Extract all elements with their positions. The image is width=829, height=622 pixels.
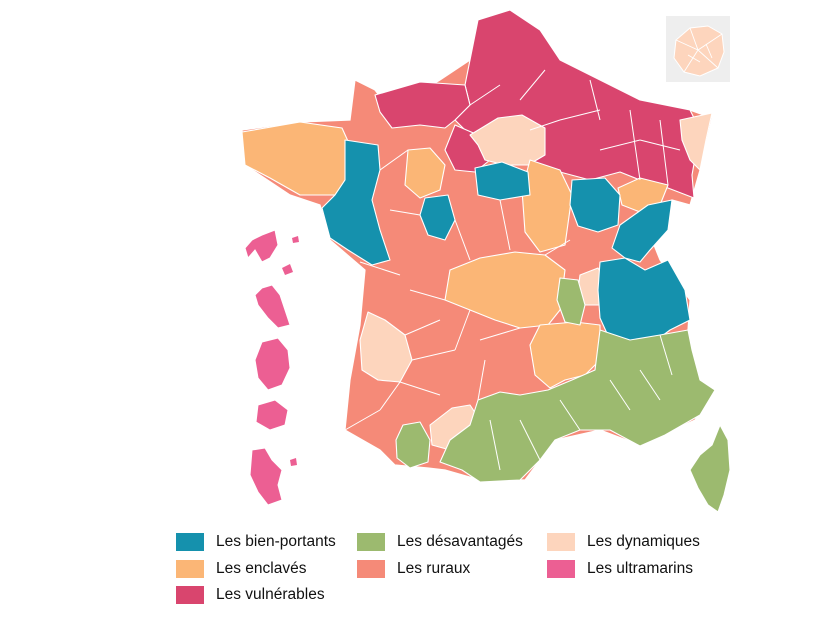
region-enclaves-brittany[interactable] <box>241 121 353 196</box>
paris-inset-borders <box>675 27 723 73</box>
region-enclaves-sarthe[interactable] <box>404 147 446 199</box>
region-enclaves-centre-east[interactable] <box>521 159 573 253</box>
overseas-mayotte[interactable] <box>249 447 283 506</box>
overseas-martinique[interactable] <box>254 284 291 329</box>
region-bien-portants-franche-comte[interactable] <box>611 199 673 263</box>
department-borders <box>344 69 681 471</box>
region-desavantages-corsica[interactable] <box>689 424 731 513</box>
overseas-reunion[interactable] <box>255 399 289 431</box>
overseas-mayotte-islet[interactable] <box>290 458 297 466</box>
region-dynamiques-alsace[interactable] <box>679 112 713 171</box>
region-desavantages-aude[interactable] <box>395 421 431 469</box>
overseas-guyane[interactable] <box>254 337 291 391</box>
region-enclaves-massif[interactable] <box>444 251 566 329</box>
overseas-guadeloupe-islet2[interactable] <box>292 236 299 243</box>
region-bien-portants-bourgogne[interactable] <box>569 177 621 233</box>
overseas-guadeloupe[interactable] <box>244 229 279 263</box>
overseas-guadeloupe-islet[interactable] <box>282 264 293 275</box>
region-dynamiques-idf[interactable] <box>469 114 546 166</box>
region-enclaves-rhone-alpes[interactable] <box>529 321 601 389</box>
region-desavantages-ain[interactable] <box>556 277 586 326</box>
region-bien-portants-loiret[interactable] <box>474 161 531 201</box>
region-vulnerables-normandy[interactable] <box>374 81 471 129</box>
region-bien-portants-alpes[interactable] <box>597 257 691 353</box>
